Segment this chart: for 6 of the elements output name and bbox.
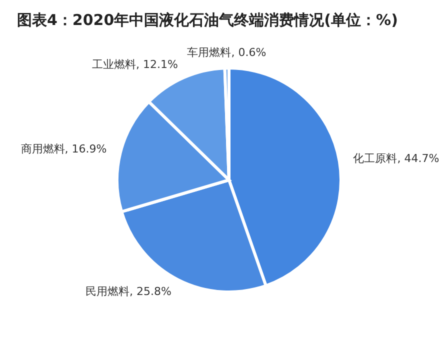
slice-label: 车用燃料, 0.6%: [187, 46, 266, 60]
chart-title: 图表4：2020年中国液化石油气终端消费情况(单位：%): [17, 11, 398, 29]
slice-label: 商用燃料, 16.9%: [20, 142, 107, 156]
slice-label: 化工原料, 44.7%: [353, 152, 440, 165]
slice-label: 民用燃料, 25.8%: [86, 285, 172, 298]
slice-label: 工业燃料, 12.1%: [92, 58, 178, 71]
